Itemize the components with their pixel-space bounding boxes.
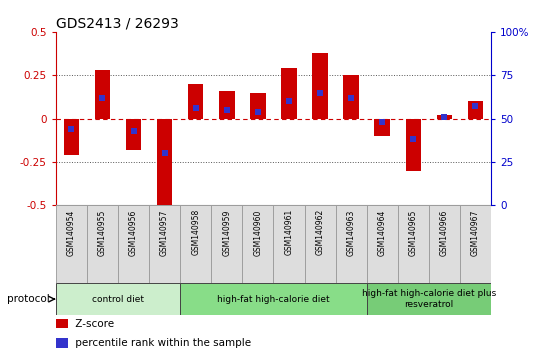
Text: percentile rank within the sample: percentile rank within the sample bbox=[73, 338, 252, 348]
Text: GSM140967: GSM140967 bbox=[471, 209, 480, 256]
Bar bbox=[188, 84, 204, 119]
Bar bbox=[118, 205, 149, 283]
Bar bbox=[87, 205, 118, 283]
Bar bbox=[56, 338, 68, 348]
Bar bbox=[406, 119, 421, 171]
Bar bbox=[242, 205, 273, 283]
Bar bbox=[281, 68, 297, 119]
Bar bbox=[343, 75, 359, 119]
Text: Z-score: Z-score bbox=[73, 319, 114, 329]
Text: GSM140958: GSM140958 bbox=[191, 209, 200, 256]
Bar bbox=[56, 205, 87, 283]
Text: high-fat high-calorie diet: high-fat high-calorie diet bbox=[217, 295, 330, 304]
Bar bbox=[126, 119, 141, 150]
Bar bbox=[305, 205, 335, 283]
Text: GSM140955: GSM140955 bbox=[98, 209, 107, 256]
Bar bbox=[56, 283, 180, 315]
Bar bbox=[211, 205, 242, 283]
Text: GSM140964: GSM140964 bbox=[378, 209, 387, 256]
Bar bbox=[398, 205, 429, 283]
Text: high-fat high-calorie diet plus
resveratrol: high-fat high-calorie diet plus resverat… bbox=[362, 290, 496, 309]
Text: protocol: protocol bbox=[7, 294, 50, 304]
Text: GDS2413 / 26293: GDS2413 / 26293 bbox=[56, 17, 179, 31]
Bar bbox=[180, 283, 367, 315]
Text: GSM140960: GSM140960 bbox=[253, 209, 262, 256]
Text: control diet: control diet bbox=[92, 295, 144, 304]
Text: GSM140959: GSM140959 bbox=[222, 209, 231, 256]
Bar bbox=[64, 119, 79, 155]
Bar bbox=[460, 205, 491, 283]
Bar bbox=[149, 205, 180, 283]
Bar bbox=[312, 53, 328, 119]
Text: GSM140956: GSM140956 bbox=[129, 209, 138, 256]
Text: GSM140962: GSM140962 bbox=[316, 209, 325, 256]
Bar bbox=[367, 283, 491, 315]
Bar bbox=[56, 319, 68, 328]
Bar bbox=[219, 91, 234, 119]
Bar bbox=[95, 70, 110, 119]
Bar bbox=[374, 119, 390, 136]
Bar bbox=[436, 115, 452, 119]
Bar bbox=[468, 101, 483, 119]
Bar bbox=[335, 205, 367, 283]
Bar bbox=[180, 205, 211, 283]
Text: GSM140961: GSM140961 bbox=[285, 209, 294, 256]
Bar bbox=[273, 205, 305, 283]
Bar bbox=[157, 119, 172, 211]
Text: GSM140963: GSM140963 bbox=[347, 209, 355, 256]
Bar bbox=[429, 205, 460, 283]
Text: GSM140966: GSM140966 bbox=[440, 209, 449, 256]
Text: GSM140954: GSM140954 bbox=[67, 209, 76, 256]
Text: GSM140957: GSM140957 bbox=[160, 209, 169, 256]
Bar bbox=[250, 93, 266, 119]
Bar bbox=[367, 205, 398, 283]
Text: GSM140965: GSM140965 bbox=[409, 209, 418, 256]
